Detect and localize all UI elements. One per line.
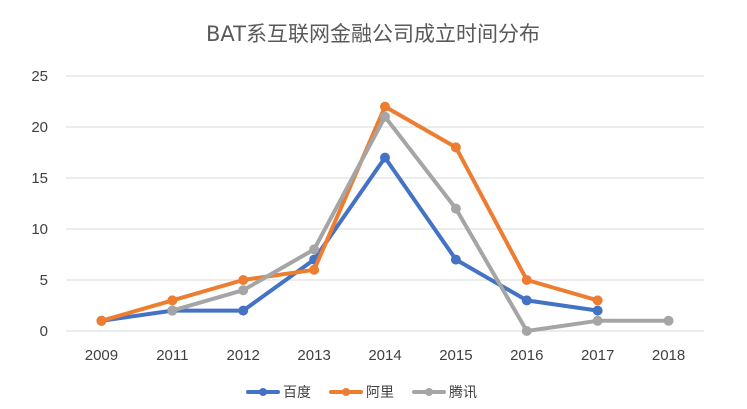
data-point [309, 264, 320, 275]
data-point [592, 295, 603, 306]
legend: 百度 阿里 腾讯 [246, 384, 477, 401]
data-point [238, 285, 249, 296]
data-point [380, 111, 390, 122]
legend-marker [259, 388, 267, 396]
data-point [521, 295, 532, 306]
y-tick-label: 20 [31, 119, 48, 136]
x-tick-label: 2013 [297, 347, 330, 364]
data-point [309, 244, 320, 255]
x-tick-label: 2011 [156, 347, 188, 364]
x-tick-label: 2017 [581, 347, 614, 364]
chart-title: BAT系互联网金融公司成立时间分布 [206, 22, 540, 46]
legend-item: 腾讯 [412, 384, 477, 401]
legend-item: 阿里 [329, 385, 394, 401]
y-axis-ticks: 0 5 10 15 20 25 [31, 68, 48, 340]
data-point [380, 101, 390, 112]
y-tick-label: 0 [40, 323, 48, 340]
x-axis-ticks: 2009 2011 2012 2013 2014 2015 2016 2017 2018 [85, 347, 685, 364]
series-lines [96, 101, 674, 336]
data-point [167, 295, 178, 306]
legend-marker [342, 388, 350, 396]
y-tick-label: 5 [40, 272, 48, 289]
y-tick-label: 25 [31, 68, 48, 85]
series-line [170, 114, 671, 333]
data-point [96, 315, 107, 326]
x-tick-label: 2009 [85, 347, 118, 364]
legend-label: 腾讯 [449, 384, 477, 401]
series-2 [96, 101, 603, 326]
x-tick-label: 2012 [227, 347, 260, 364]
series-3 [167, 111, 674, 336]
x-tick-label: 2016 [510, 347, 543, 364]
x-tick-label: 2018 [652, 347, 685, 364]
legend-label: 百度 [283, 385, 311, 401]
data-point [450, 254, 461, 265]
data-point [592, 315, 603, 326]
data-point [592, 305, 603, 316]
x-tick-label: 2014 [368, 347, 401, 364]
data-point [238, 305, 249, 316]
legend-marker [425, 388, 433, 396]
series-line [99, 104, 600, 323]
y-tick-label: 10 [31, 221, 48, 238]
legend-label: 阿里 [366, 385, 394, 401]
gridlines [66, 75, 704, 332]
data-point [521, 326, 532, 336]
x-tick-label: 2015 [439, 347, 472, 364]
data-point [521, 275, 532, 285]
data-point [450, 203, 461, 214]
data-point [167, 305, 178, 316]
data-point [380, 152, 390, 163]
data-point [450, 142, 461, 153]
data-point [663, 315, 674, 326]
series-line [99, 155, 600, 323]
y-tick-label: 15 [31, 170, 48, 187]
data-point [238, 275, 249, 285]
legend-item: 百度 [246, 385, 311, 401]
